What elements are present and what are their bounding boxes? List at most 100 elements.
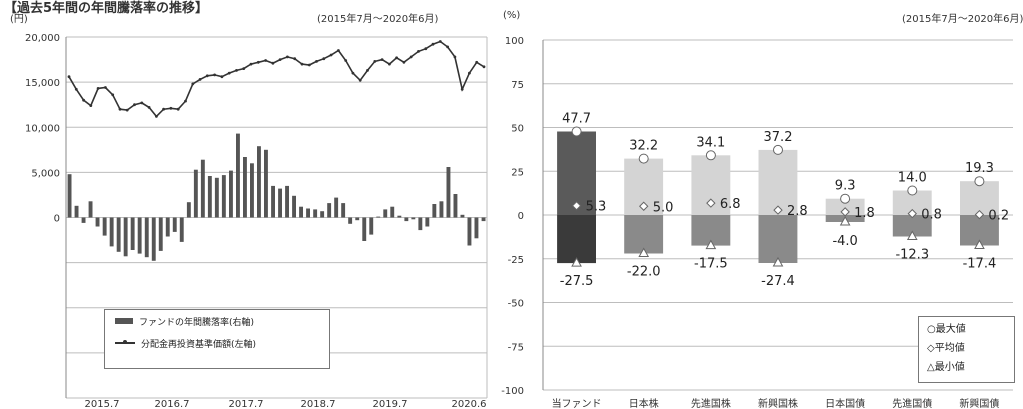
nav-point	[118, 107, 122, 111]
nav-point	[402, 60, 406, 64]
nav-point	[358, 78, 362, 82]
return-bar	[193, 169, 198, 218]
return-bar	[341, 203, 346, 218]
min-bar	[557, 215, 596, 264]
left-x-tick-label: 2019.7	[373, 399, 408, 409]
return-bar	[207, 176, 212, 218]
category-label: 当ファンド	[552, 397, 602, 409]
line-swatch-icon	[115, 340, 135, 344]
return-bar	[474, 217, 479, 239]
return-bar	[369, 217, 374, 235]
nav-point	[133, 103, 136, 107]
avg-marker	[907, 208, 917, 219]
min-marker	[571, 257, 582, 267]
avg-marker	[706, 198, 716, 208]
left-x-tick-label: 2017.7	[229, 399, 264, 409]
return-bar	[158, 217, 163, 251]
nav-point	[198, 78, 202, 81]
return-bar	[292, 195, 296, 218]
max-value-label: 32.2	[629, 139, 658, 154]
return-bar	[334, 197, 339, 218]
nav-point	[482, 65, 486, 69]
nav-point	[366, 69, 369, 72]
max-value-label: 37.2	[764, 130, 793, 145]
avg-value-label: 5.0	[653, 200, 674, 215]
min-value-label: -12.3	[895, 248, 929, 263]
return-bar	[320, 211, 325, 218]
nav-point	[351, 71, 355, 75]
max-marker	[705, 150, 716, 161]
max-marker	[840, 193, 851, 204]
avg-value-label: 0.2	[988, 209, 1009, 224]
return-bar	[186, 202, 191, 218]
left-y-tick-label: 20,000	[25, 33, 60, 44]
return-bar	[467, 217, 472, 246]
return-bar	[348, 217, 353, 224]
left-x-tick-label: 2016.7	[155, 399, 190, 409]
max-marker	[907, 185, 918, 196]
right-y-tick-label: 75	[511, 80, 524, 91]
nav-point	[155, 115, 158, 118]
min-value-label: -4.0	[832, 234, 857, 249]
max-marker	[773, 144, 783, 155]
max-value-label: 34.1	[696, 135, 725, 150]
return-bar	[278, 188, 282, 218]
nav-point	[104, 86, 107, 89]
nav-point	[169, 106, 173, 110]
return-bar	[116, 217, 121, 252]
min-value-label: -27.5	[560, 274, 594, 289]
min-marker	[906, 230, 918, 241]
legend-item-line: 分配金再投資基準価額(左軸)	[105, 332, 329, 354]
return-bar	[109, 217, 114, 247]
nav-point	[438, 40, 442, 43]
nav-point	[249, 62, 253, 66]
nav-point	[417, 50, 420, 53]
nav-point	[220, 75, 224, 79]
nav-point	[89, 104, 93, 107]
right-y-tick-label: 0	[518, 211, 524, 222]
nav-point	[293, 57, 297, 61]
nav-point	[286, 55, 289, 59]
nav-point	[453, 55, 457, 59]
return-bar	[376, 216, 381, 218]
min-marker	[839, 215, 851, 226]
return-bar	[236, 133, 240, 218]
avg-value-label: 2.8	[787, 204, 808, 219]
return-bar	[390, 206, 395, 218]
nav-point	[307, 63, 311, 67]
left-y-tick-label: 10,000	[25, 123, 60, 134]
return-bar	[67, 174, 72, 218]
nav-point	[380, 58, 384, 61]
avg-marker	[840, 207, 850, 217]
nav-point	[431, 42, 435, 46]
nav-point	[300, 62, 304, 66]
avg-marker	[773, 205, 783, 215]
left-y-tick-label: 5,000	[31, 168, 60, 179]
nav-point	[176, 107, 180, 111]
return-bar	[165, 217, 170, 237]
nav-point	[191, 82, 195, 86]
legend-max: ○最大値	[927, 324, 966, 335]
return-bar	[123, 217, 128, 257]
return-bar	[179, 217, 184, 242]
nav-point	[315, 60, 318, 63]
return-bar	[214, 177, 219, 218]
left-y-tick-label: 0	[54, 214, 60, 225]
legend-line-label: 分配金再投資基準価額(左軸)	[141, 339, 257, 350]
return-bar	[243, 157, 247, 218]
nav-point	[475, 60, 479, 64]
max-value-label: 14.0	[898, 171, 927, 186]
nav-point	[147, 106, 151, 109]
legend-min: △最小値	[927, 362, 965, 373]
return-bar	[425, 217, 430, 227]
return-bar	[306, 208, 310, 218]
nav-point	[446, 45, 449, 49]
category-label: 新興国債	[959, 397, 999, 409]
return-bar	[404, 217, 409, 222]
category-label: 先進国債	[892, 397, 932, 409]
nav-point	[67, 75, 71, 79]
return-bar	[362, 217, 367, 241]
right-y-tick-label: 100	[505, 36, 524, 47]
nav-point	[162, 107, 166, 111]
return-bar	[102, 217, 107, 236]
